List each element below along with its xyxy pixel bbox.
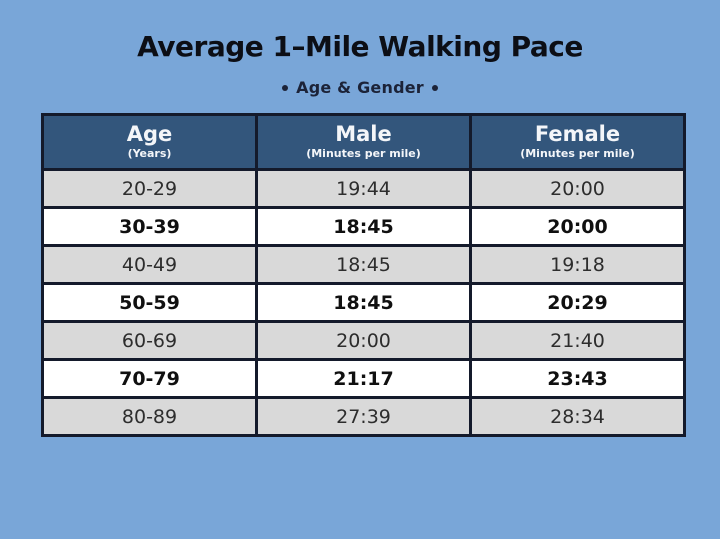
- column-header-age: Age (Years): [41, 113, 258, 171]
- age-cell: 60-69: [41, 320, 258, 361]
- table-header-row: Age (Years) Male (Minutes per mile) Fema…: [41, 113, 686, 171]
- bullet-dot-right-icon: [431, 84, 438, 91]
- column-header-male-unit: (Minutes per mile): [306, 147, 421, 161]
- male-pace-cell: 18:45: [255, 206, 472, 247]
- table-row: 40-49 18:45 19:18: [41, 244, 686, 285]
- table-row: 70-79 21:17 23:43: [41, 358, 686, 399]
- table-row: 80-89 27:39 28:34: [41, 396, 686, 437]
- age-cell: 40-49: [41, 244, 258, 285]
- female-pace-cell: 20:00: [469, 206, 686, 247]
- age-cell: 80-89: [41, 396, 258, 437]
- male-pace-cell: 27:39: [255, 396, 472, 437]
- female-pace-cell: 23:43: [469, 358, 686, 399]
- male-pace-cell: 19:44: [255, 168, 472, 209]
- male-pace-cell: 18:45: [255, 282, 472, 323]
- male-pace-cell: 21:17: [255, 358, 472, 399]
- table-row: 60-69 20:00 21:40: [41, 320, 686, 361]
- column-header-male: Male (Minutes per mile): [255, 113, 472, 171]
- female-pace-cell: 19:18: [469, 244, 686, 285]
- table-row: 20-29 19:44 20:00: [41, 168, 686, 209]
- table-header: Age (Years) Male (Minutes per mile) Fema…: [41, 113, 686, 171]
- male-pace-cell: 18:45: [255, 244, 472, 285]
- column-header-age-unit: (Years): [127, 147, 172, 161]
- female-pace-cell: 20:29: [469, 282, 686, 323]
- age-cell: 70-79: [41, 358, 258, 399]
- table-body: 20-29 19:44 20:00 30-39 18:45 20:00 40-4…: [41, 168, 686, 437]
- column-header-female-unit: (Minutes per mile): [520, 147, 635, 161]
- bullet-dot-left-icon: [282, 84, 289, 91]
- column-header-male-label: Male: [335, 121, 392, 146]
- walking-pace-table: Age (Years) Male (Minutes per mile) Fema…: [41, 113, 686, 437]
- female-pace-cell: 21:40: [469, 320, 686, 361]
- male-pace-cell: 20:00: [255, 320, 472, 361]
- age-cell: 20-29: [41, 168, 258, 209]
- female-pace-cell: 20:00: [469, 168, 686, 209]
- column-header-age-label: Age: [126, 121, 173, 146]
- table-row: 30-39 18:45 20:00: [41, 206, 686, 247]
- table-row: 50-59 18:45 20:29: [41, 282, 686, 323]
- subtitle-text: Age & Gender: [296, 78, 424, 97]
- female-pace-cell: 28:34: [469, 396, 686, 437]
- column-header-female: Female (Minutes per mile): [469, 113, 686, 171]
- age-cell: 30-39: [41, 206, 258, 247]
- page-title: Average 1–Mile Walking Pace: [137, 30, 583, 63]
- column-header-female-label: Female: [534, 121, 621, 146]
- age-cell: 50-59: [41, 282, 258, 323]
- subtitle: Age & Gender: [0, 78, 720, 97]
